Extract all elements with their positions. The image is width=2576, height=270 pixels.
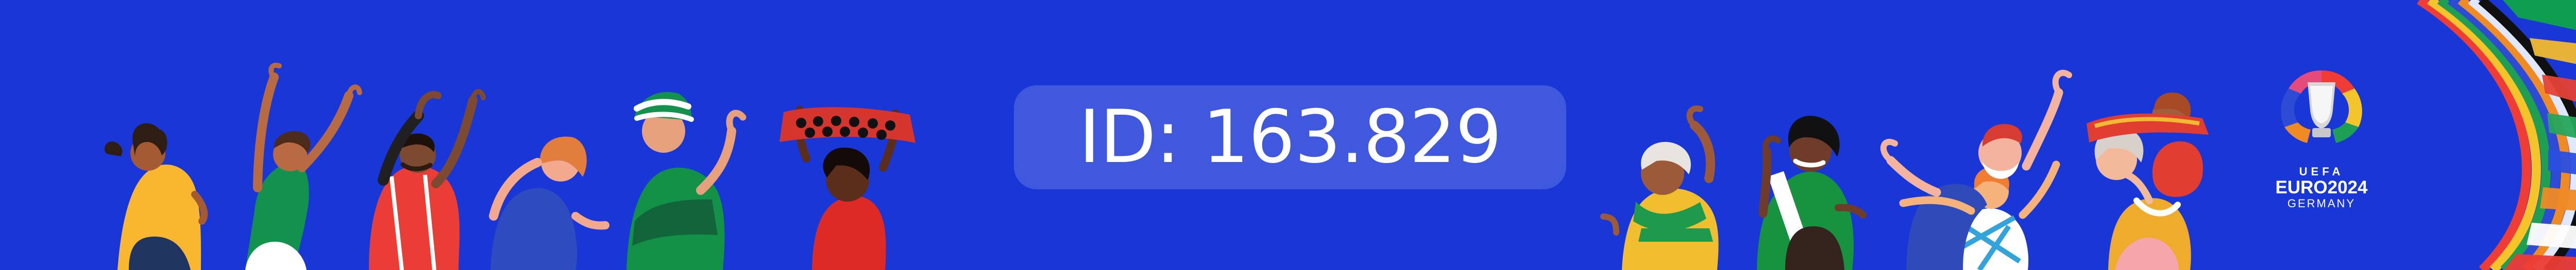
euro-2024-trophy-logo	[2281, 70, 2362, 145]
id-text: ID: 163.829	[1078, 95, 1502, 179]
germany-label: GERMANY	[2287, 197, 2356, 210]
uefa-euro-2024-wordmark: UEFA EURO2024 GERMANY	[2249, 166, 2394, 210]
tournament-stripes-decoration	[2417, 0, 2576, 270]
uefa-label: UEFA	[2299, 165, 2344, 178]
euro-2024-label: EURO2024	[2275, 177, 2368, 197]
id-badge: ID: 163.829	[1014, 85, 1566, 189]
